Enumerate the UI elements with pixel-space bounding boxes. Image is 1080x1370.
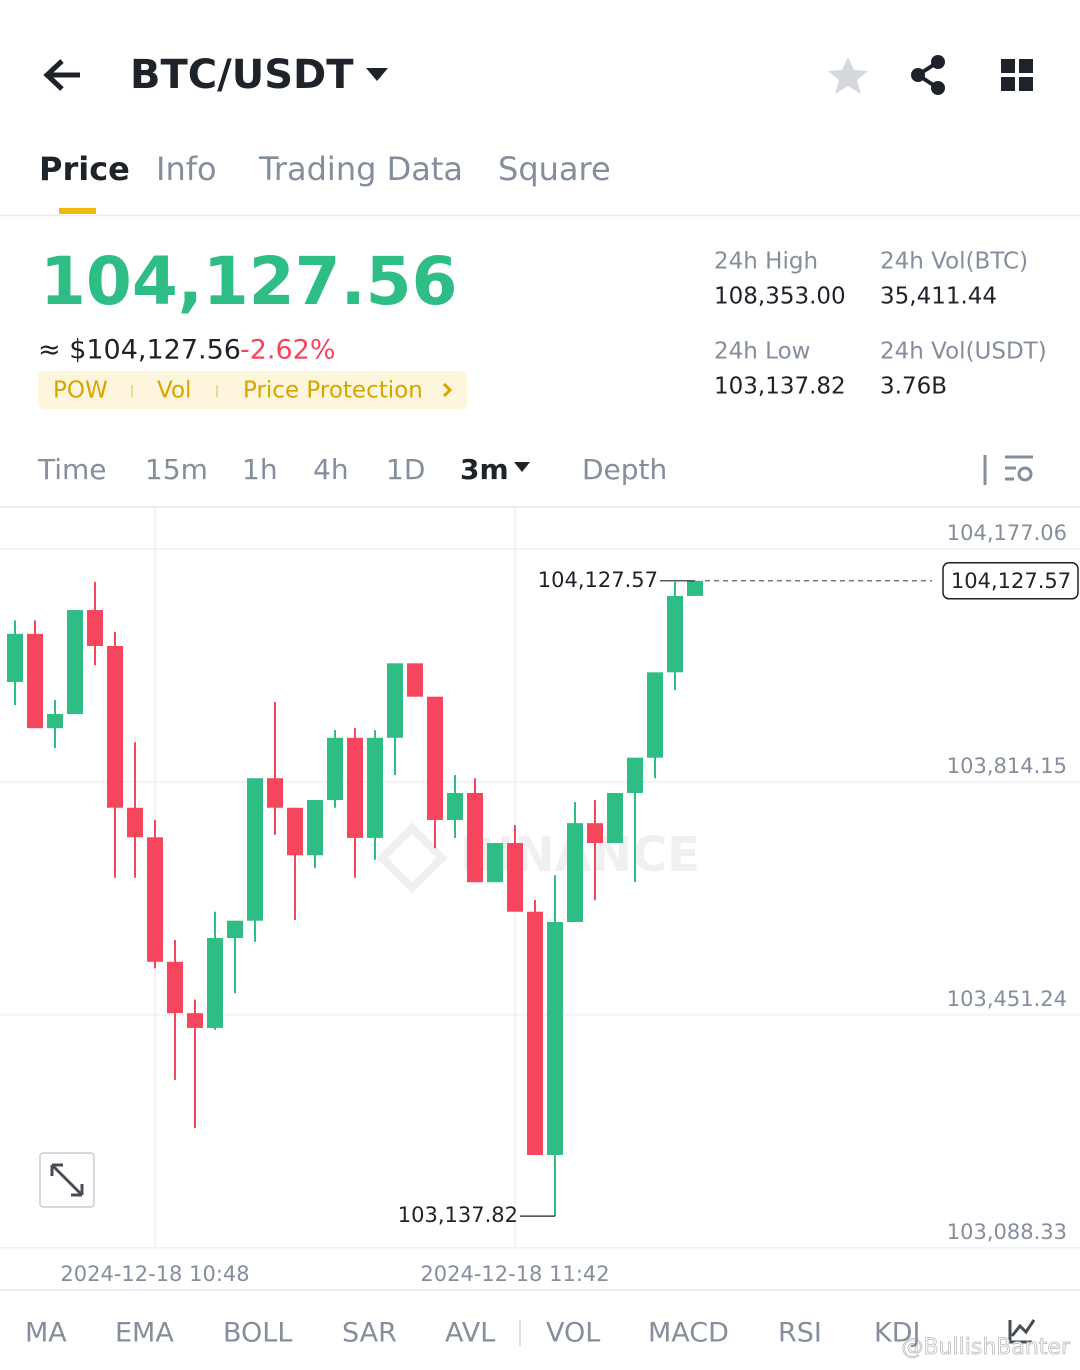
indicator[interactable]: BOLL — [223, 1318, 292, 1349]
chart-settings[interactable] — [983, 455, 1033, 485]
candle-body — [507, 843, 523, 912]
interval[interactable]: 3m — [460, 453, 509, 486]
tag[interactable]: Vol — [157, 378, 191, 404]
tab[interactable]: Square — [498, 150, 611, 188]
candle-body — [467, 792, 483, 883]
candle-body — [207, 938, 223, 1028]
indicator[interactable]: MACD — [648, 1318, 729, 1349]
candle-body — [247, 778, 263, 921]
tab[interactable]: Price — [39, 150, 130, 188]
candle-body — [127, 807, 143, 838]
candle-body — [167, 961, 183, 1014]
y-tick-label: 104,177.06 — [947, 521, 1067, 545]
interval[interactable]: 15m — [145, 453, 208, 486]
x-tick-label: 2024-12-18 10:48 — [60, 1262, 249, 1286]
candle-body — [307, 800, 323, 856]
indicator[interactable]: EMA — [115, 1318, 174, 1349]
interval[interactable]: 1D — [386, 453, 425, 486]
indicator[interactable]: KDJ — [874, 1318, 920, 1349]
y-tick-label: 103,088.33 — [947, 1220, 1067, 1244]
candle-body — [407, 663, 423, 697]
price-change: -2.62% — [240, 335, 336, 366]
watermark-logo — [376, 822, 448, 894]
tag-arrow — [442, 382, 453, 398]
candle-body — [607, 792, 623, 844]
candle-body — [647, 672, 663, 758]
min-label: 103,137.82 — [398, 1203, 518, 1227]
indicator[interactable]: MA — [25, 1318, 67, 1349]
tab-indicator — [59, 208, 96, 214]
candle-body — [627, 757, 643, 793]
candle-body — [367, 737, 383, 838]
tag[interactable]: POW — [53, 378, 108, 404]
interval[interactable]: 4h — [313, 453, 349, 486]
last-price-label: 104,127.57 — [951, 569, 1071, 593]
candle-body — [547, 922, 563, 1156]
stat-value: 3.76B — [880, 374, 947, 400]
candle-body — [527, 911, 543, 1156]
stat-value: 108,353.00 — [714, 284, 846, 310]
indicator[interactable]: VOL — [546, 1318, 600, 1349]
candle-body — [487, 843, 503, 883]
candle-body — [567, 823, 583, 923]
candle-body — [27, 633, 43, 729]
candle-body — [7, 633, 23, 682]
back-button[interactable] — [43, 59, 80, 91]
pair-title[interactable]: BTC/USDT — [130, 52, 354, 98]
max-label: 104,127.57 — [538, 568, 658, 592]
candle-body — [667, 595, 683, 673]
indicator[interactable]: RSI — [778, 1318, 822, 1349]
candle-body — [387, 663, 403, 738]
watermark: @BullishBanter — [901, 1335, 1070, 1360]
candle-body — [147, 837, 163, 962]
grid-icon[interactable] — [1001, 59, 1033, 91]
candle-body — [287, 807, 303, 856]
candle-body — [87, 610, 103, 647]
interval-dropdown[interactable] — [514, 462, 530, 472]
candle-body — [427, 696, 443, 820]
interval[interactable]: Time — [37, 453, 107, 486]
candle-body — [327, 737, 343, 801]
interval[interactable]: Depth — [582, 453, 667, 486]
candle-body — [687, 580, 703, 596]
share-icon[interactable] — [911, 55, 945, 95]
expand-button[interactable] — [39, 1152, 95, 1208]
pair-dropdown[interactable] — [366, 68, 388, 81]
candle-body — [267, 778, 283, 808]
stat-label: 24h Vol(BTC) — [880, 249, 1028, 275]
stat-value: 103,137.82 — [714, 374, 846, 400]
stat-label: 24h Vol(USDT) — [880, 339, 1047, 365]
favorite-icon[interactable] — [828, 57, 868, 94]
interval[interactable]: 1h — [242, 453, 278, 486]
tag-bar — [38, 371, 467, 409]
indicator-settings[interactable] — [1008, 1319, 1036, 1344]
x-tick-label: 2024-12-18 11:42 — [420, 1262, 609, 1286]
stat-label: 24h Low — [714, 339, 810, 365]
last-price: 104,127.56 — [40, 243, 458, 320]
tab[interactable]: Trading Data — [258, 150, 463, 188]
candle-body — [67, 610, 83, 715]
tab[interactable]: Info — [156, 150, 217, 188]
y-tick-label: 103,814.15 — [947, 754, 1067, 778]
candle-body — [227, 920, 243, 939]
indicator[interactable]: SAR — [342, 1318, 397, 1349]
stat-label: 24h High — [714, 249, 818, 275]
stat-value: 35,411.44 — [880, 284, 997, 310]
indicator[interactable]: AVL — [445, 1318, 495, 1349]
candle-body — [587, 823, 603, 844]
candle-body — [107, 646, 123, 808]
y-tick-label: 103,451.24 — [947, 987, 1067, 1011]
candle-body — [447, 792, 463, 820]
usd-price: ≈ $104,127.56 — [38, 335, 241, 366]
tag[interactable]: Price Protection — [243, 378, 423, 404]
candle-body — [347, 737, 363, 838]
candle-body — [47, 714, 63, 729]
candle-body — [187, 1013, 203, 1028]
last-price-box — [942, 562, 1079, 600]
